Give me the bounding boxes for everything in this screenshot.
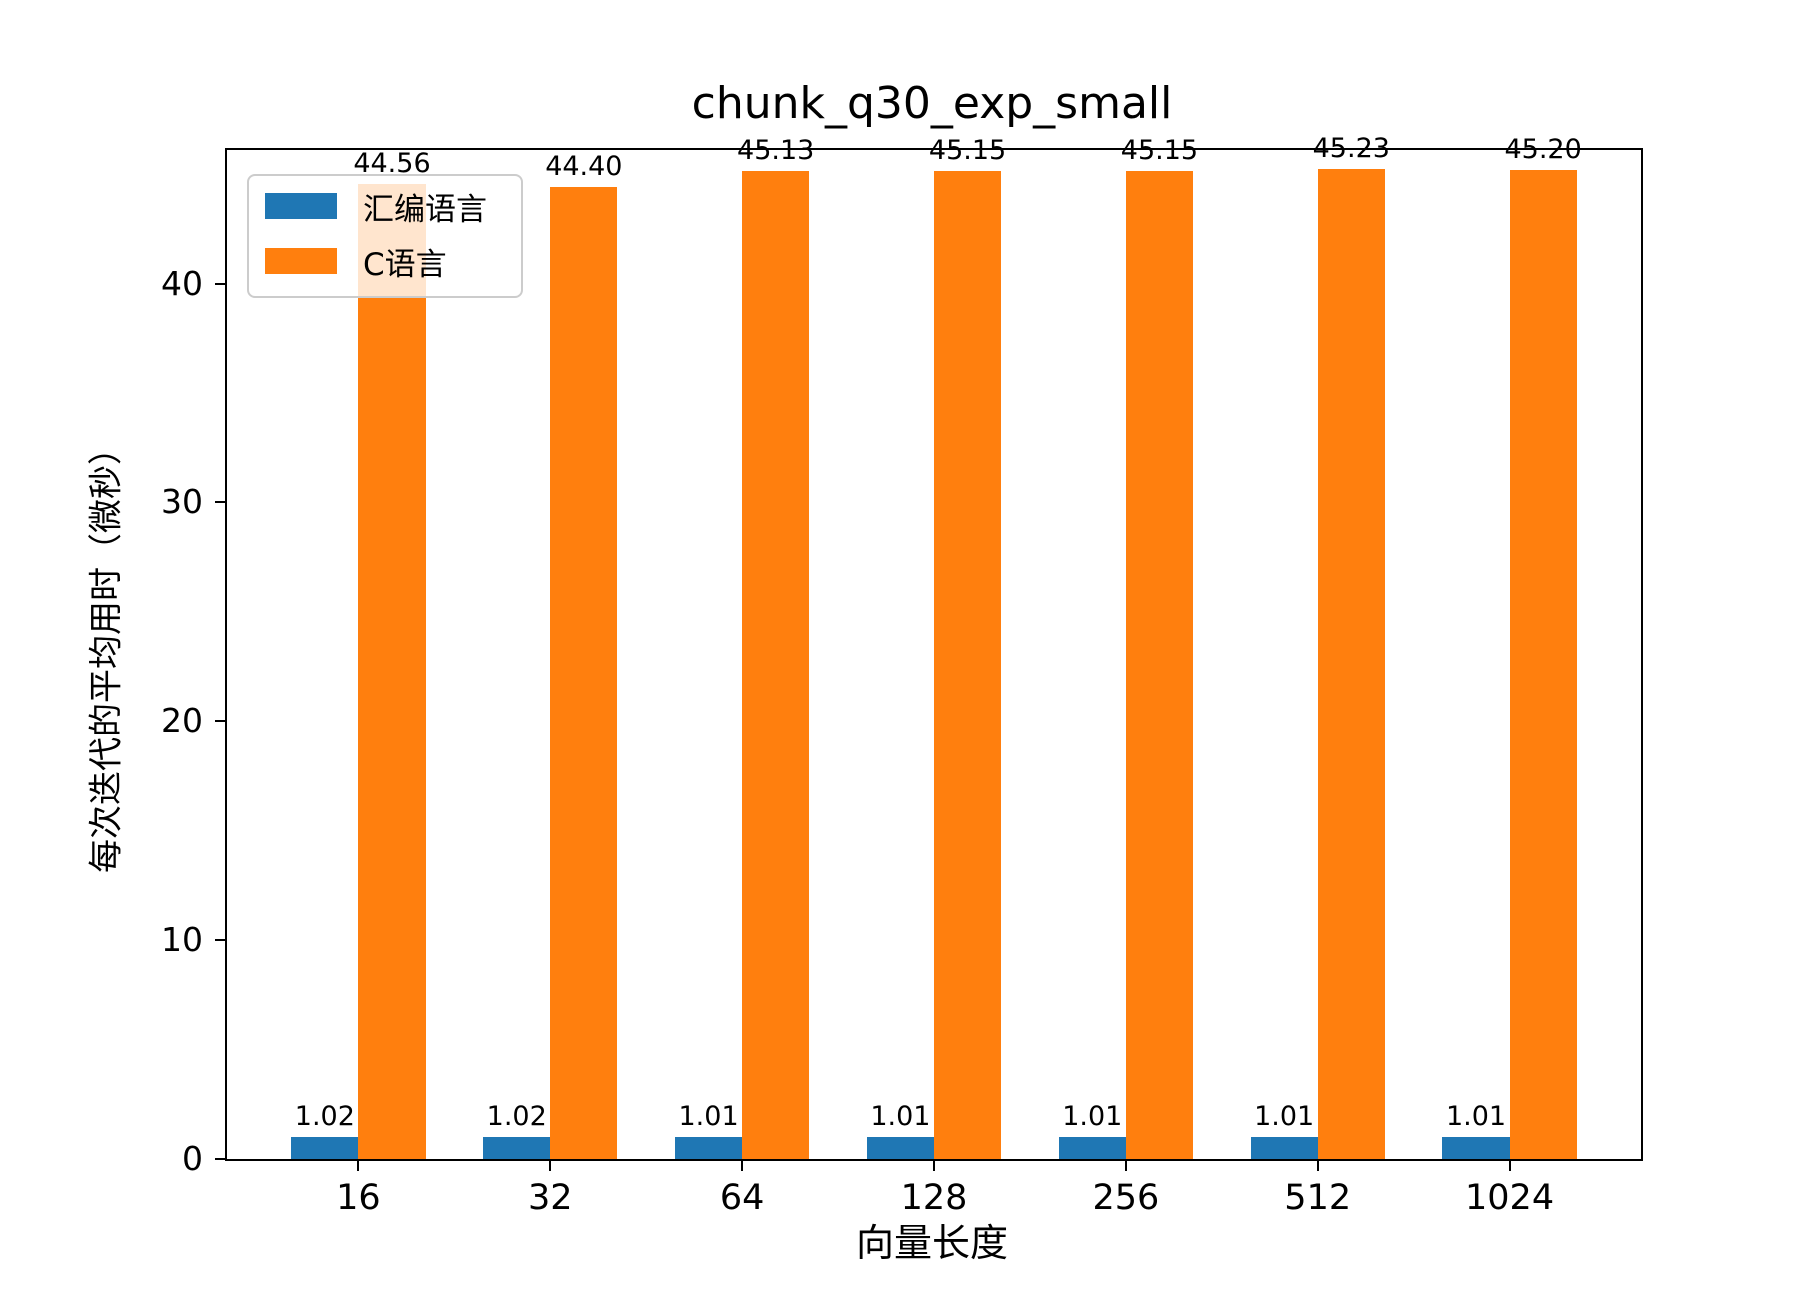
bar-value-label: 1.02 bbox=[486, 1100, 547, 1132]
bar-c-128 bbox=[934, 170, 1002, 1159]
bar-value-label: 1.01 bbox=[870, 1100, 931, 1132]
y-tick-label-20: 20 bbox=[161, 701, 203, 741]
legend: 汇编语言 C语言 bbox=[247, 174, 523, 298]
bar-value-label: 45.15 bbox=[1120, 134, 1199, 166]
x-tick-label-16: 16 bbox=[336, 1178, 381, 1218]
bar-assembly-16 bbox=[291, 1136, 359, 1159]
bar-value-label: 1.01 bbox=[1445, 1100, 1507, 1132]
y-tick-mark bbox=[215, 1158, 225, 1160]
bar-value-label: 44.56 bbox=[353, 147, 431, 179]
legend-entry-c: C语言 bbox=[265, 247, 447, 283]
y-tick-label-40: 40 bbox=[161, 263, 203, 303]
bar-c-32 bbox=[550, 187, 618, 1159]
bar-assembly-128 bbox=[866, 1136, 934, 1159]
y-tick-mark bbox=[215, 501, 225, 504]
x-tick-label-1024: 1024 bbox=[1465, 1178, 1555, 1218]
bar-c-1024 bbox=[1509, 169, 1577, 1159]
bar-assembly-512 bbox=[1250, 1136, 1318, 1159]
y-tick-label-30: 30 bbox=[161, 482, 203, 522]
bar-c-512 bbox=[1317, 169, 1385, 1159]
bar-c-16 bbox=[358, 183, 426, 1159]
x-axis-label: 向量长度 bbox=[855, 1221, 1008, 1265]
x-tick-label-128: 128 bbox=[900, 1178, 968, 1218]
bar-value-label: 45.20 bbox=[1504, 133, 1582, 165]
x-tick-mark bbox=[549, 1161, 552, 1171]
x-tick-mark bbox=[357, 1161, 360, 1171]
legend-label-c: C语言 bbox=[363, 246, 447, 283]
bar-assembly-64 bbox=[674, 1136, 743, 1159]
legend-swatch-c bbox=[265, 248, 337, 274]
y-tick-mark bbox=[215, 939, 225, 942]
x-tick-mark bbox=[1316, 1161, 1319, 1171]
x-tick-mark bbox=[933, 1161, 935, 1171]
x-tick-label-32: 32 bbox=[528, 1178, 573, 1218]
bar-assembly-1024 bbox=[1442, 1136, 1510, 1159]
x-tick-label-256: 256 bbox=[1092, 1178, 1160, 1218]
x-tick-label-512: 512 bbox=[1284, 1178, 1352, 1218]
bar-value-label: 1.01 bbox=[678, 1100, 739, 1132]
bar-value-label: 1.01 bbox=[1062, 1100, 1123, 1132]
bar-c-64 bbox=[742, 171, 810, 1159]
bar-assembly-32 bbox=[483, 1136, 551, 1159]
legend-entry-assembly: 汇编语言 bbox=[265, 192, 487, 228]
bar-value-label: 45.23 bbox=[1312, 133, 1390, 165]
y-tick-mark bbox=[215, 282, 225, 285]
bar-value-label: 45.13 bbox=[737, 135, 815, 167]
y-tick-label-10: 10 bbox=[161, 920, 203, 960]
plot-area: 汇编语言 C语言 1.02 1.02 1.01 1.01 1.01 1.01 1.01 44.… bbox=[161, 133, 1643, 1218]
x-tick-mark bbox=[1508, 1161, 1511, 1171]
bar-c-256 bbox=[1125, 170, 1193, 1159]
bar-value-label: 1.02 bbox=[294, 1100, 355, 1132]
legend-swatch-assembly bbox=[265, 193, 337, 219]
bar-value-label: 45.15 bbox=[928, 134, 1007, 166]
x-tick-mark bbox=[741, 1161, 744, 1171]
x-tick-label-64: 64 bbox=[719, 1178, 765, 1218]
x-tick-mark bbox=[1124, 1161, 1127, 1171]
legend-label-assembly: 汇编语言 bbox=[363, 191, 487, 228]
chart-title: chunk_q30_exp_small bbox=[691, 78, 1173, 129]
y-tick-mark bbox=[215, 720, 225, 723]
y-tick-label-0: 0 bbox=[182, 1139, 203, 1178]
bar-value-label: 44.40 bbox=[545, 151, 623, 183]
bar-assembly-256 bbox=[1058, 1136, 1126, 1159]
bar-value-label: 1.01 bbox=[1254, 1100, 1315, 1132]
